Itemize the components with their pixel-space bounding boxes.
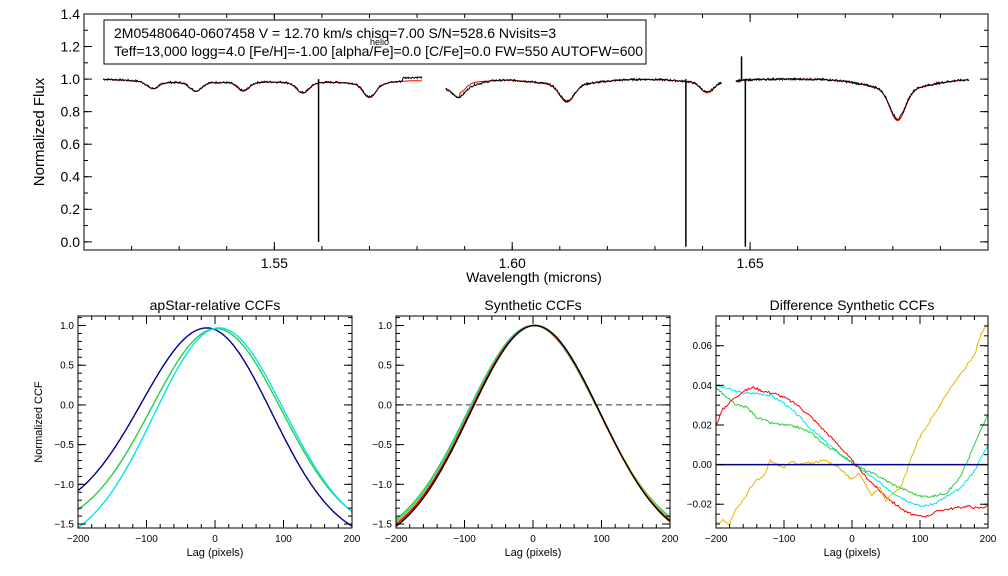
y-tick-label: 1.4 bbox=[61, 6, 81, 22]
y-tick-label: 0.4 bbox=[61, 169, 81, 185]
ccf-apstar-ylabel: Normalized CCF bbox=[33, 381, 45, 463]
y-tick-label: 0.5 bbox=[60, 361, 74, 372]
ccf-series-visit1 bbox=[77, 327, 353, 527]
model-spectrum-chip-2 bbox=[445, 78, 722, 103]
ccf-panel-synthetic: −200 −100 0 100 200 −1.5 −1.0 −0.5 0.0 0.5 1.0 Syn… bbox=[372, 297, 679, 559]
y-tick-label: −1.5 bbox=[54, 520, 74, 531]
difference-series-green bbox=[715, 386, 989, 499]
info-line-2: Teff=13,000 logg=4.0 [Fe/H]=-1.00 [alpha… bbox=[114, 43, 643, 59]
y-tick-label: 0.06 bbox=[693, 341, 713, 352]
ccf-synthetic-ticks: −200 −100 0 100 200 −1.5 −1.0 −0.5 0.0 0.5 1.0 bbox=[372, 316, 679, 545]
ccf-synthetic-plot-area bbox=[395, 324, 671, 527]
difference-series-gold bbox=[715, 323, 989, 526]
x-tick-label: −200 bbox=[385, 534, 408, 545]
info-line-1: 2M05480640-0607458 V = 12.70 km/s chisq=… bbox=[114, 25, 556, 41]
ccf-series-gold bbox=[395, 324, 671, 524]
x-tick-label: 200 bbox=[344, 534, 361, 545]
spectrum-xlabel: Wavelength (microns) bbox=[466, 269, 602, 285]
y-tick-label: 0.02 bbox=[693, 420, 713, 431]
y-tick-label: 0.0 bbox=[61, 234, 81, 250]
ccf-series-visit3 bbox=[77, 327, 353, 529]
ccf-difference-xlabel: Lag (pixels) bbox=[824, 547, 881, 559]
y-tick-label: −0.5 bbox=[54, 440, 74, 451]
ccf-difference-title: Difference Synthetic CCFs bbox=[770, 297, 935, 313]
y-tick-label: 0.6 bbox=[61, 136, 81, 152]
model-spectrum-chip-3 bbox=[735, 78, 969, 122]
x-tick-label: −100 bbox=[453, 534, 476, 545]
x-tick-label: 0 bbox=[212, 534, 218, 545]
y-tick-label: 1.0 bbox=[61, 71, 81, 87]
ccf-series-green bbox=[395, 324, 671, 520]
info-line-1-subscript: helio bbox=[370, 37, 389, 47]
x-tick-label: 200 bbox=[980, 534, 997, 545]
ccf-apstar-axes-frame bbox=[77, 315, 353, 529]
y-tick-label: 0.0 bbox=[60, 400, 74, 411]
ccf-difference-axes-frame bbox=[715, 315, 989, 529]
y-tick-label: −0.02 bbox=[687, 500, 713, 511]
ccf-series-cyan bbox=[395, 324, 671, 522]
x-tick-label: 100 bbox=[275, 534, 292, 545]
observed-spectrum-chip-2 bbox=[445, 77, 722, 103]
y-tick-label: 1.0 bbox=[60, 321, 74, 332]
y-tick-label: 0.04 bbox=[693, 381, 713, 392]
ccf-apstar-xlabel: Lag (pixels) bbox=[187, 547, 244, 559]
x-tick-label: −200 bbox=[67, 534, 90, 545]
x-tick-label: 100 bbox=[912, 534, 929, 545]
ccf-synthetic-xlabel: Lag (pixels) bbox=[505, 547, 562, 559]
x-tick-label: 0 bbox=[849, 534, 855, 545]
x-tick-label: 1.55 bbox=[261, 255, 288, 271]
y-tick-label: −0.5 bbox=[372, 440, 392, 451]
y-tick-label: 1.0 bbox=[378, 321, 392, 332]
spectrum-ylabel: Normalized Flux bbox=[31, 77, 48, 186]
ccf-series-black bbox=[395, 324, 671, 527]
spectrum-plot-area bbox=[102, 56, 970, 247]
x-tick-label: 200 bbox=[662, 534, 679, 545]
x-tick-label: 100 bbox=[593, 534, 610, 545]
observed-spectrum-chip-1 bbox=[102, 75, 423, 98]
y-tick-label: −1.0 bbox=[372, 480, 392, 491]
ccf-apstar-ticks: −200 −100 0 100 200 −1.5 −1.0 −0.5 0.0 0.5 1.0 bbox=[54, 316, 361, 545]
difference-series-red bbox=[715, 385, 989, 518]
y-tick-label: 0.5 bbox=[378, 361, 392, 372]
x-tick-label: 0 bbox=[530, 534, 536, 545]
x-tick-label: 1.65 bbox=[736, 255, 763, 271]
info-line-1-text: 2M05480640-0607458 V = 12.70 km/s chisq=… bbox=[114, 25, 556, 41]
y-tick-label: 0.00 bbox=[693, 460, 713, 471]
y-tick-label: 0.0 bbox=[378, 400, 392, 411]
x-tick-label: −100 bbox=[135, 534, 158, 545]
spectrum-info-box bbox=[103, 19, 647, 65]
observed-spectrum-chip-3 bbox=[735, 76, 970, 120]
y-tick-label: 0.2 bbox=[61, 201, 81, 217]
ccf-difference-ticks: −200 −100 0 100 200 −0.02 0.00 0.02 0.04 0.06 bbox=[687, 315, 997, 545]
ccf-apstar-plot-area bbox=[77, 327, 353, 529]
ccf-apstar-title: apStar-relative CCFs bbox=[150, 297, 281, 313]
y-tick-label: −1.0 bbox=[54, 480, 74, 491]
spectrum-axes-frame bbox=[83, 13, 989, 251]
spectrum-ticks: 1.55 1.60 1.65 0.0 0.2 0.4 0.6 0.8 1.0 1.2 1.4 bbox=[61, 6, 989, 271]
difference-series-cyan bbox=[715, 384, 989, 508]
y-tick-label: 1.2 bbox=[61, 38, 81, 54]
ccf-series-red bbox=[395, 324, 671, 525]
ccf-synthetic-axes-frame bbox=[395, 315, 671, 529]
x-tick-label: −100 bbox=[773, 534, 796, 545]
spectrum-panel: 1.55 1.60 1.65 0.0 0.2 0.4 0.6 0.8 1.0 1.2 1.4 2M0… bbox=[31, 6, 989, 285]
ccf-synthetic-title: Synthetic CCFs bbox=[484, 297, 581, 313]
y-tick-label: −1.5 bbox=[372, 520, 392, 531]
x-tick-label: −200 bbox=[705, 534, 728, 545]
ccf-difference-plot-area bbox=[715, 323, 989, 526]
ccf-panel-difference: −200 −100 0 100 200 −0.02 0.00 0.02 0.04 0.06 Dif… bbox=[687, 297, 997, 559]
ccf-panel-apstar: −200 −100 0 100 200 −1.5 −1.0 −0.5 0.0 0.5 1.0 apS… bbox=[33, 297, 361, 559]
y-tick-label: 0.8 bbox=[61, 104, 81, 120]
x-tick-label: 1.60 bbox=[499, 255, 526, 271]
